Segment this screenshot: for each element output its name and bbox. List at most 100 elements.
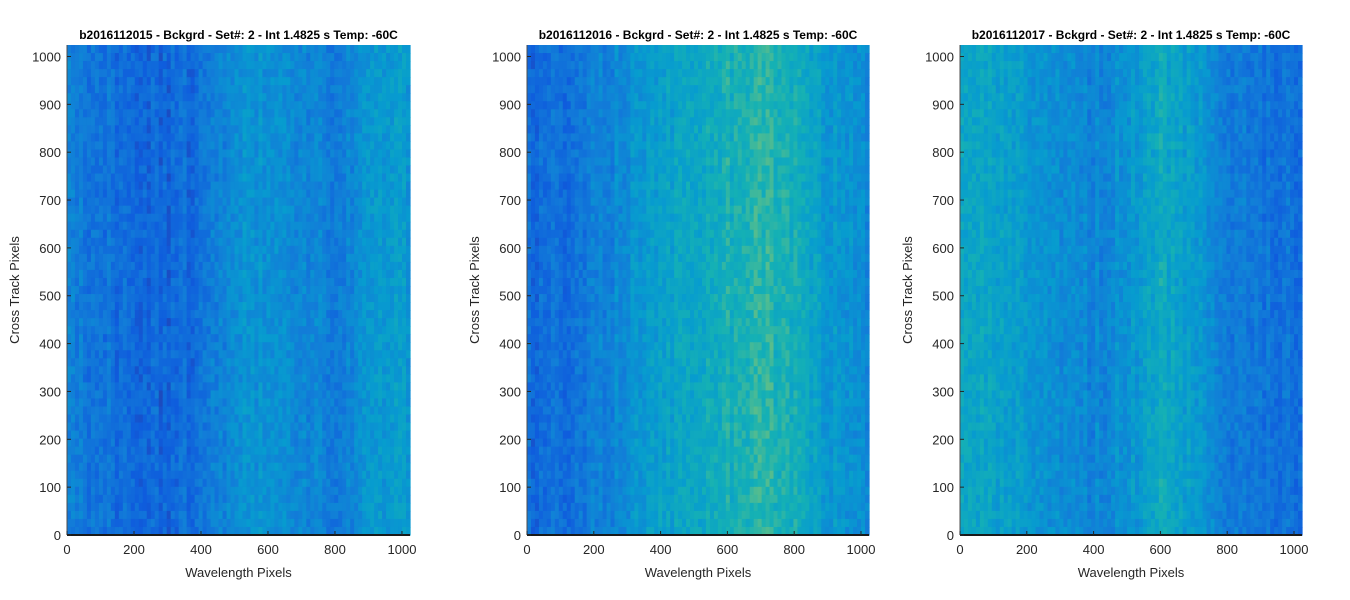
heatmap-cell [70, 342, 76, 351]
heatmap-cell [294, 45, 299, 54]
heatmap-cell [314, 125, 319, 134]
heatmap-cell [134, 253, 140, 263]
heatmap-cell [190, 125, 196, 134]
heatmap-cell [262, 438, 268, 448]
heatmap-cell [250, 261, 256, 271]
heatmap-cell [290, 93, 295, 102]
heatmap-cell [74, 173, 80, 183]
heatmap-cell [302, 366, 307, 375]
heatmap-cell [346, 406, 351, 416]
heatmap-cell [374, 205, 379, 215]
heatmap-cell [90, 526, 96, 536]
heatmap-cell [90, 253, 96, 263]
heatmap-cell [330, 229, 335, 239]
heatmap-cell [182, 486, 188, 496]
heatmap-cell [374, 398, 379, 408]
heatmap-cell [374, 382, 379, 392]
heatmap-cell [258, 494, 264, 504]
heatmap-cell [214, 93, 220, 102]
heatmap-cell [118, 446, 124, 456]
heatmap-cell [114, 157, 120, 167]
heatmap-cell [318, 229, 323, 239]
heatmap-cell [102, 85, 108, 94]
heatmap-cell [182, 350, 188, 359]
heatmap-cell [190, 61, 196, 70]
heatmap-cell [138, 165, 144, 175]
heatmap-cell [198, 69, 204, 78]
heatmap-cell [234, 494, 240, 504]
heatmap-cell [222, 117, 228, 126]
heatmap-cell [346, 165, 351, 175]
heatmap-cell [78, 149, 84, 159]
heatmap-cell [178, 470, 184, 480]
heatmap-cell [266, 414, 272, 424]
heatmap-cell [182, 61, 188, 70]
heatmap-cell [346, 358, 351, 367]
heatmap-cell [90, 101, 96, 110]
heatmap-cell [154, 462, 160, 472]
heatmap-cell [378, 61, 383, 70]
heatmap-cell [90, 85, 96, 94]
heatmap-cell [122, 422, 128, 432]
heatmap-cell [90, 310, 96, 319]
heatmap-cell [366, 390, 371, 400]
heatmap-cell [354, 510, 359, 520]
heatmap-cell [330, 294, 335, 303]
heatmap-cell [226, 326, 232, 335]
heatmap-cell [166, 526, 172, 536]
heatmap-cell [142, 366, 148, 375]
heatmap-cell [346, 189, 351, 199]
heatmap-cell [170, 173, 176, 183]
heatmap-cell [67, 269, 72, 279]
heatmap-cell [206, 502, 212, 512]
heatmap-cell [358, 334, 363, 343]
heatmap-cell [390, 438, 395, 448]
heatmap-cell [94, 438, 100, 448]
heatmap-cell [126, 245, 132, 255]
heatmap-cell [78, 269, 84, 279]
heatmap-cell [218, 454, 224, 464]
heatmap-cell [270, 390, 275, 400]
heatmap-cell [226, 85, 232, 94]
heatmap-cell [310, 382, 315, 392]
heatmap-cell [318, 173, 323, 183]
heatmap-cell [298, 526, 303, 536]
heatmap-cell [350, 181, 355, 191]
heatmap-cell [134, 53, 140, 62]
heatmap-cell [82, 318, 88, 327]
heatmap-cell [194, 85, 200, 94]
heatmap-cell [338, 245, 343, 255]
heatmap-cell [262, 237, 268, 247]
heatmap-cell [170, 157, 176, 167]
heatmap-cell [318, 237, 323, 247]
heatmap-cell [122, 318, 128, 327]
heatmap-cell [314, 318, 319, 327]
heatmap-cell [98, 526, 104, 536]
heatmap-cell [338, 366, 343, 375]
heatmap-cell [210, 318, 216, 327]
heatmap-cell [186, 221, 192, 231]
heatmap-cell [198, 494, 204, 504]
heatmap-cell [210, 526, 216, 536]
heatmap-cell [94, 510, 100, 520]
heatmap-cell [270, 374, 275, 383]
heatmap-cell [166, 374, 172, 383]
heatmap-cell [158, 446, 164, 456]
heatmap-cell [134, 454, 140, 464]
heatmap-cell [298, 510, 303, 520]
heatmap-cell [294, 277, 299, 287]
heatmap-cell [78, 342, 84, 351]
heatmap-cell [278, 302, 283, 311]
heatmap-cell [94, 245, 100, 255]
heatmap-cell [214, 53, 220, 62]
heatmap-cell [334, 165, 339, 175]
heatmap-cell [202, 430, 208, 440]
heatmap-cell [354, 454, 359, 464]
heatmap-cell [70, 470, 76, 480]
heatmap-cell [194, 470, 200, 480]
heatmap-cell [154, 486, 160, 496]
heatmap-cell [182, 406, 188, 416]
heatmap-cell [246, 117, 252, 126]
heatmap-cell [378, 189, 383, 199]
heatmap-cell [206, 189, 212, 199]
